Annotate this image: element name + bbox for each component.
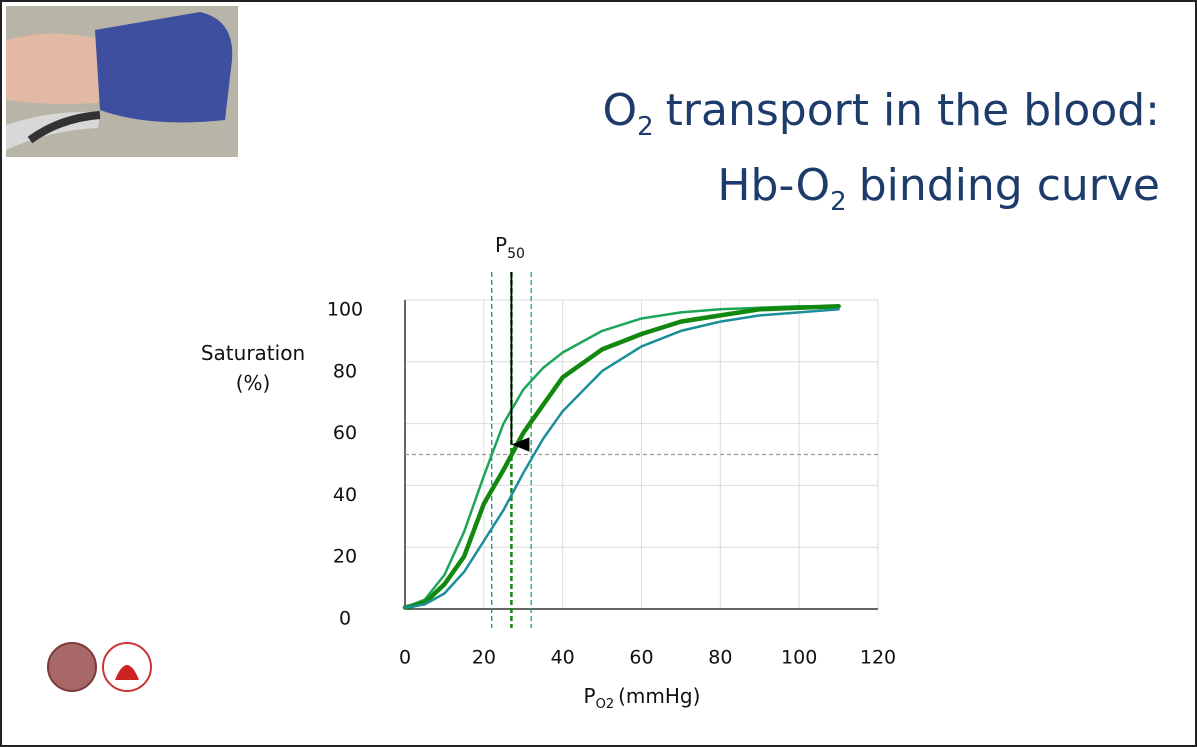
p50-part: P: [495, 233, 507, 257]
x-tick-label: 40: [551, 647, 575, 669]
p50-sub: 50: [507, 246, 525, 262]
x-tick-label: 60: [629, 647, 653, 669]
curve: [403, 308, 840, 609]
x-label-sub: O2: [596, 697, 615, 712]
title-part: O: [602, 85, 637, 136]
y-tick-label: 40: [333, 484, 357, 506]
x-label-part: (mmHg): [618, 684, 700, 708]
photo: [6, 6, 238, 157]
x-tick-label: 20: [472, 647, 496, 669]
curve: [403, 304, 840, 609]
title-line2: Hb-O2 binding curve: [717, 160, 1160, 217]
x-tick-label: 100: [781, 647, 817, 669]
logos: [47, 642, 152, 692]
title-line1: O2 transport in the blood:: [602, 85, 1160, 142]
title-sub: 2: [830, 187, 847, 217]
y-label: (%): [236, 371, 271, 395]
y-tick-label: 60: [333, 422, 357, 444]
y-tick-label: 80: [333, 360, 357, 382]
title-part: Hb-O: [717, 160, 830, 211]
title-part: binding curve: [859, 160, 1160, 211]
y-tick-label: 20: [333, 546, 357, 568]
curve: [402, 303, 841, 610]
y-tick-label: 100: [327, 299, 363, 321]
y-tick-label: 0: [339, 608, 351, 630]
x-tick-label: 80: [708, 647, 732, 669]
title-sub: 2: [637, 112, 654, 142]
x-label: PO2 (mmHg): [584, 684, 701, 712]
p50-label: P50: [495, 233, 525, 262]
x-tick-label: 120: [860, 647, 896, 669]
y-label: Saturation: [201, 341, 305, 365]
title-part: transport in the blood:: [666, 85, 1160, 136]
x-label-part: P: [584, 684, 596, 708]
x-tick-label: 0: [399, 647, 411, 669]
